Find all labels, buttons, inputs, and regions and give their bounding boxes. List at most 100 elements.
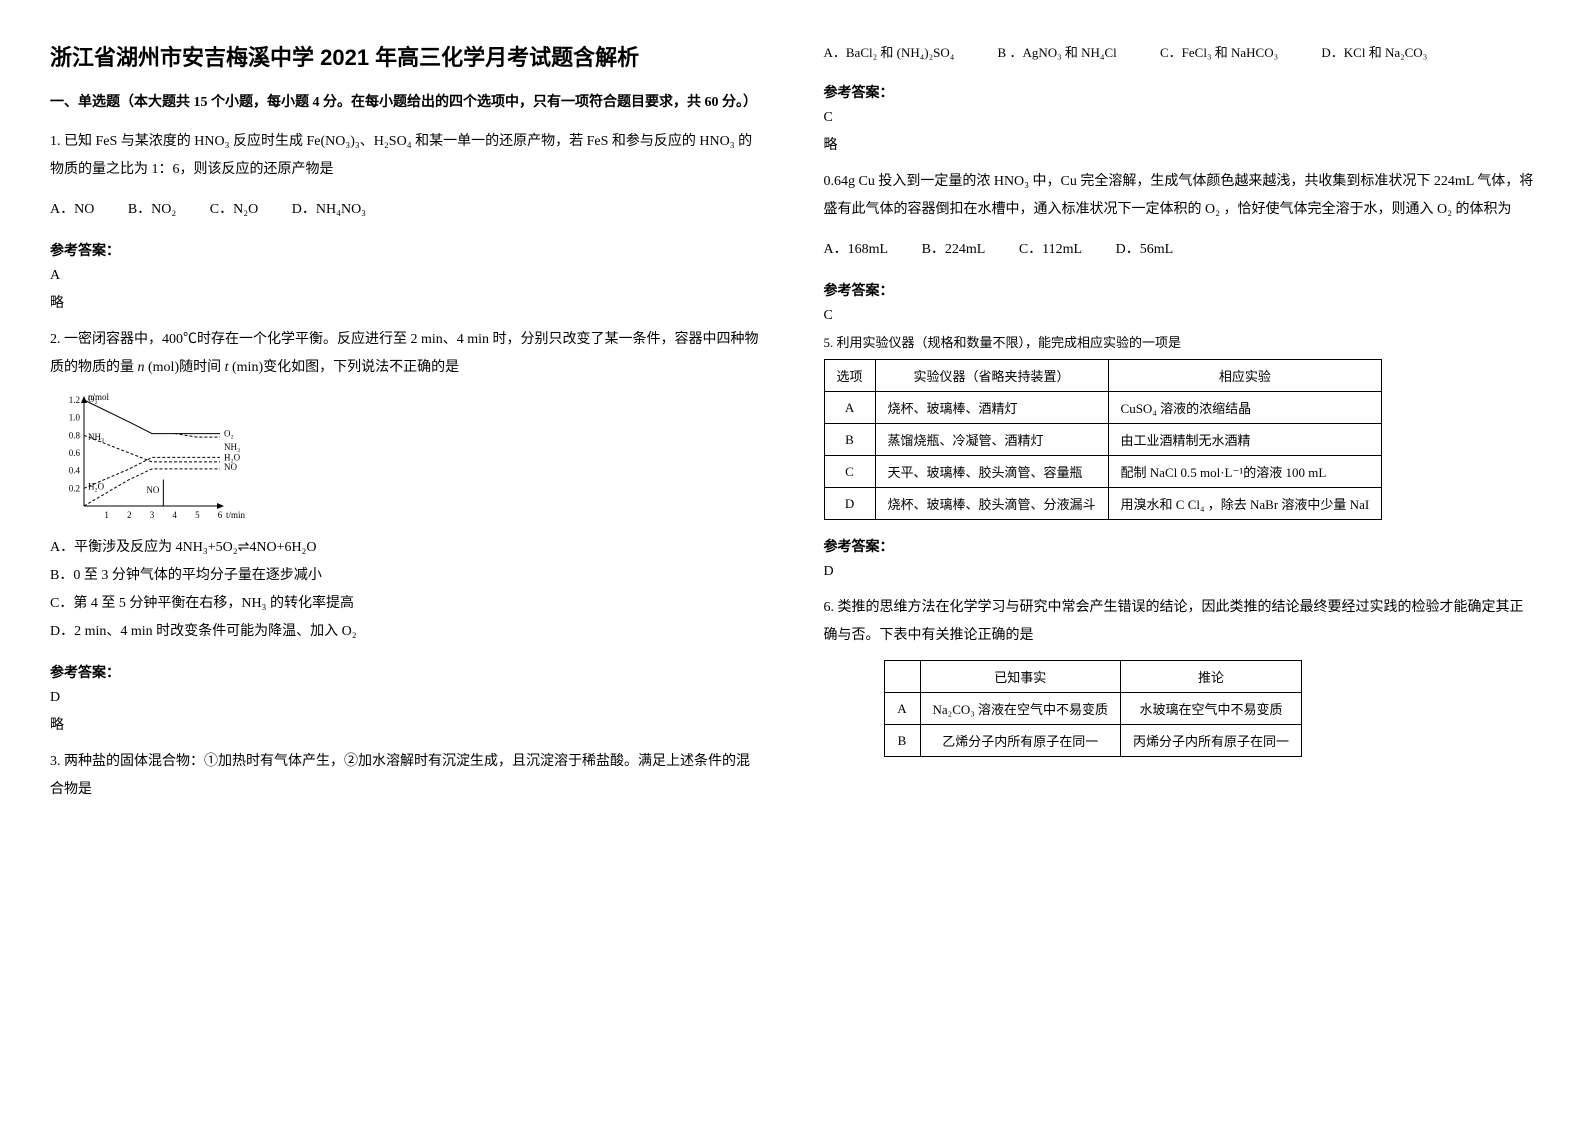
- q1-extra: 略: [50, 292, 764, 312]
- question-3-stem: 3. 两种盐的固体混合物：①加热时有气体产生，②加水溶解时有沉淀生成，且沉淀溶于…: [50, 748, 764, 804]
- q4-answer: C: [824, 308, 1538, 324]
- svg-text:0.4: 0.4: [69, 466, 81, 476]
- svg-text:t/min: t/min: [226, 510, 246, 520]
- svg-text:NO: NO: [146, 485, 159, 495]
- q6-cell: 乙烯分子内所有原子在同一: [920, 725, 1121, 757]
- q5-answer: D: [824, 564, 1538, 580]
- q5-cell: 天平、玻璃棒、胶头滴管、容量瓶: [875, 456, 1108, 488]
- q1-ans-label: 参考答案：: [50, 240, 764, 260]
- question-4-options: A．168mL B．224mL C．112mL D．56mL: [824, 236, 1538, 264]
- section-1-heading: 一、单选题（本大题共 15 个小题，每小题 4 分。在每小题给出的四个选项中，只…: [50, 92, 764, 114]
- q5-ans-label: 参考答案：: [824, 536, 1538, 556]
- q6-cell: 水玻璃在空气中不易变质: [1121, 693, 1302, 725]
- svg-text:H₂O: H₂O: [224, 453, 241, 463]
- q2-extra: 略: [50, 714, 764, 734]
- q5-cell: 烧杯、玻璃棒、酒精灯: [875, 392, 1108, 424]
- svg-text:3: 3: [150, 510, 155, 520]
- q2-opt-d: D．2 min、4 min 时改变条件可能为降温、加入 O₂: [50, 618, 764, 646]
- q2-opt-a: A．平衡涉及反应为 4NH₃+5O₂⇌4NO+6H₂O: [50, 534, 764, 562]
- right-column: A．BaCl₂ 和 (NH₄)₂SO₄ B ．AgNO₃ 和 NH₄Cl C．F…: [824, 40, 1538, 814]
- q3-opt-b: B ．AgNO₃ 和 NH₄Cl: [998, 45, 1117, 60]
- q3-extra: 略: [824, 134, 1538, 154]
- table-row: B乙烯分子内所有原子在同一丙烯分子内所有原子在同一: [884, 725, 1302, 757]
- svg-text:NH₃: NH₃: [224, 442, 240, 452]
- question-4-stem: 0.64g Cu 投入到一定量的浓 HNO₃ 中，Cu 完全溶解，生成气体颜色越…: [824, 168, 1538, 224]
- q5-header: 相应实验: [1108, 360, 1382, 392]
- q5-cell: 蒸馏烧瓶、冷凝管、酒精灯: [875, 424, 1108, 456]
- q3-ans-label: 参考答案：: [824, 82, 1538, 102]
- q5-cell: 烧杯、玻璃棒、胶头滴管、分液漏斗: [875, 488, 1108, 520]
- q2-answer: D: [50, 690, 764, 706]
- svg-text:6: 6: [218, 510, 223, 520]
- q5-header: 选项: [824, 360, 875, 392]
- q4-opt-c: C．112mL: [1019, 236, 1082, 264]
- q2-graph: 0.20.40.60.81.01.2123456n/molt/minO₂NH₃H…: [50, 392, 260, 522]
- q4-opt-b: B．224mL: [922, 236, 986, 264]
- question-2-stem: 2. 一密闭容器中，400℃时存在一个化学平衡。反应进行至 2 min、4 mi…: [50, 326, 764, 382]
- svg-text:0.8: 0.8: [69, 431, 81, 441]
- svg-text:0.6: 0.6: [69, 448, 81, 458]
- question-1-options: A．NO B．NO₂ C．N₂O D．NH₄NO₃: [50, 196, 764, 224]
- q6-cell: Na₂CO₃ 溶液在空气中不易变质: [920, 693, 1121, 725]
- q5-cell: 用溴水和 C Cl₄ ，除去 NaBr 溶液中少量 NaI: [1108, 488, 1382, 520]
- q1-opt-d: D．NH₄NO₃: [292, 196, 366, 224]
- table-row: C天平、玻璃棒、胶头滴管、容量瓶配制 NaCl 0.5 mol·L⁻¹的溶液 1…: [824, 456, 1382, 488]
- q1-answer: A: [50, 268, 764, 284]
- q5-cell: 配制 NaCl 0.5 mol·L⁻¹的溶液 100 mL: [1108, 456, 1382, 488]
- svg-text:0.2: 0.2: [69, 484, 80, 494]
- exam-title: 浙江省湖州市安吉梅溪中学 2021 年高三化学月考试题含解析: [50, 40, 764, 72]
- page-root: 浙江省湖州市安吉梅溪中学 2021 年高三化学月考试题含解析 一、单选题（本大题…: [0, 0, 1587, 854]
- question-1-stem: 1. 已知 FeS 与某浓度的 HNO₃ 反应时生成 Fe(NO₃)₃、H₂SO…: [50, 128, 764, 184]
- svg-text:O₂: O₂: [88, 394, 98, 404]
- q1-opt-a: A．NO: [50, 196, 94, 224]
- q4-ans-label: 参考答案：: [824, 280, 1538, 300]
- table-row: A烧杯、玻璃棒、酒精灯CuSO₄ 溶液的浓缩结晶: [824, 392, 1382, 424]
- q3-opt-c: C．FeCl₃ 和 NaHCO₃: [1160, 45, 1278, 60]
- svg-text:5: 5: [195, 510, 200, 520]
- table-row: D烧杯、玻璃棒、胶头滴管、分液漏斗用溴水和 C Cl₄ ，除去 NaBr 溶液中…: [824, 488, 1382, 520]
- svg-text:2: 2: [127, 510, 132, 520]
- q4-opt-a: A．168mL: [824, 236, 889, 264]
- svg-text:4: 4: [172, 510, 177, 520]
- svg-text:O₂: O₂: [224, 429, 234, 439]
- q6-table: 已知事实推论ANa₂CO₃ 溶液在空气中不易变质水玻璃在空气中不易变质B乙烯分子…: [884, 660, 1303, 757]
- q6-cell: 丙烯分子内所有原子在同一: [1121, 725, 1302, 757]
- q2-stem-c: (min)变化如图，下列说法不正确的是: [229, 360, 460, 375]
- q5-header: 实验仪器（省略夹持装置）: [875, 360, 1108, 392]
- q2-stem-b: (mol)随时间: [145, 360, 225, 375]
- q5-cell: C: [824, 456, 875, 488]
- svg-text:NH₃: NH₃: [88, 432, 104, 442]
- question-5-stem: 5. 利用实验仪器（规格和数量不限），能完成相应实验的一项是: [824, 332, 1538, 351]
- q3-opt-a: A．BaCl₂ 和 (NH₄)₂SO₄: [824, 45, 955, 60]
- q1-opt-b: B．NO₂: [128, 196, 176, 224]
- q2-ans-label: 参考答案：: [50, 662, 764, 682]
- q3-opt-d: D．KCl 和 Na₂CO₃: [1321, 45, 1427, 60]
- svg-text:1: 1: [104, 510, 109, 520]
- q2-opt-b: B．0 至 3 分钟气体的平均分子量在逐步减小: [50, 562, 764, 590]
- q1-opt-c: C．N₂O: [210, 196, 258, 224]
- q5-cell: 由工业酒精制无水酒精: [1108, 424, 1382, 456]
- q6-header: [884, 661, 920, 693]
- q2-opt-c: C．第 4 至 5 分钟平衡在右移，NH₃ 的转化率提高: [50, 590, 764, 618]
- q6-header: 推论: [1121, 661, 1302, 693]
- q5-cell: A: [824, 392, 875, 424]
- question-3-options: A．BaCl₂ 和 (NH₄)₂SO₄ B ．AgNO₃ 和 NH₄Cl C．F…: [824, 40, 1538, 66]
- q3-answer: C: [824, 110, 1538, 126]
- svg-text:H₂O: H₂O: [88, 482, 105, 492]
- q5-cell: D: [824, 488, 875, 520]
- svg-text:1.2: 1.2: [69, 395, 80, 405]
- question-2-options: A．平衡涉及反应为 4NH₃+5O₂⇌4NO+6H₂O B．0 至 3 分钟气体…: [50, 534, 764, 646]
- left-column: 浙江省湖州市安吉梅溪中学 2021 年高三化学月考试题含解析 一、单选题（本大题…: [50, 40, 764, 814]
- q5-cell: B: [824, 424, 875, 456]
- q4-opt-d: D．56mL: [1116, 236, 1174, 264]
- question-6-stem: 6. 类推的思维方法在化学学习与研究中常会产生错误的结论，因此类推的结论最终要经…: [824, 594, 1538, 650]
- q5-table: 选项实验仪器（省略夹持装置）相应实验A烧杯、玻璃棒、酒精灯CuSO₄ 溶液的浓缩…: [824, 359, 1383, 520]
- q6-cell: B: [884, 725, 920, 757]
- table-row: B蒸馏烧瓶、冷凝管、酒精灯由工业酒精制无水酒精: [824, 424, 1382, 456]
- table-row: ANa₂CO₃ 溶液在空气中不易变质水玻璃在空气中不易变质: [884, 693, 1302, 725]
- q6-header: 已知事实: [920, 661, 1121, 693]
- q6-cell: A: [884, 693, 920, 725]
- svg-text:1.0: 1.0: [69, 413, 81, 423]
- q5-cell: CuSO₄ 溶液的浓缩结晶: [1108, 392, 1382, 424]
- svg-text:NO: NO: [224, 463, 237, 473]
